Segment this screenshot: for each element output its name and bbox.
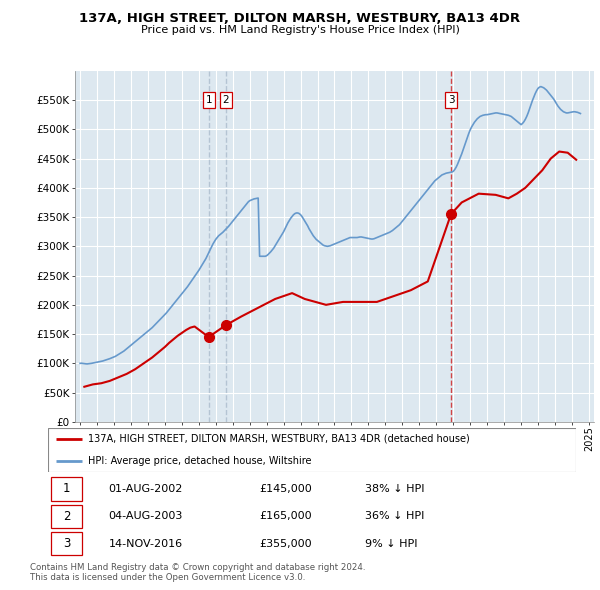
Text: £165,000: £165,000 — [259, 512, 312, 521]
Bar — [50, 504, 82, 528]
Text: 14-NOV-2016: 14-NOV-2016 — [109, 539, 183, 549]
Text: £355,000: £355,000 — [259, 539, 312, 549]
Text: Price paid vs. HM Land Registry's House Price Index (HPI): Price paid vs. HM Land Registry's House … — [140, 25, 460, 35]
Text: 36% ↓ HPI: 36% ↓ HPI — [365, 512, 424, 521]
Text: 38% ↓ HPI: 38% ↓ HPI — [365, 484, 424, 494]
Text: 3: 3 — [448, 95, 454, 105]
Text: 2: 2 — [63, 510, 70, 523]
Text: 137A, HIGH STREET, DILTON MARSH, WESTBURY, BA13 4DR: 137A, HIGH STREET, DILTON MARSH, WESTBUR… — [79, 12, 521, 25]
Bar — [50, 532, 82, 555]
Text: 04-AUG-2003: 04-AUG-2003 — [109, 512, 183, 521]
Text: 137A, HIGH STREET, DILTON MARSH, WESTBURY, BA13 4DR (detached house): 137A, HIGH STREET, DILTON MARSH, WESTBUR… — [88, 434, 469, 444]
Text: 3: 3 — [63, 537, 70, 550]
Text: 9% ↓ HPI: 9% ↓ HPI — [365, 539, 418, 549]
Bar — [50, 477, 82, 500]
Text: 2: 2 — [222, 95, 229, 105]
Text: £145,000: £145,000 — [259, 484, 312, 494]
Text: Contains HM Land Registry data © Crown copyright and database right 2024.: Contains HM Land Registry data © Crown c… — [30, 563, 365, 572]
Text: 1: 1 — [63, 483, 70, 496]
Text: This data is licensed under the Open Government Licence v3.0.: This data is licensed under the Open Gov… — [30, 573, 305, 582]
Text: 1: 1 — [205, 95, 212, 105]
Text: 01-AUG-2002: 01-AUG-2002 — [109, 484, 183, 494]
Text: HPI: Average price, detached house, Wiltshire: HPI: Average price, detached house, Wilt… — [88, 456, 311, 466]
